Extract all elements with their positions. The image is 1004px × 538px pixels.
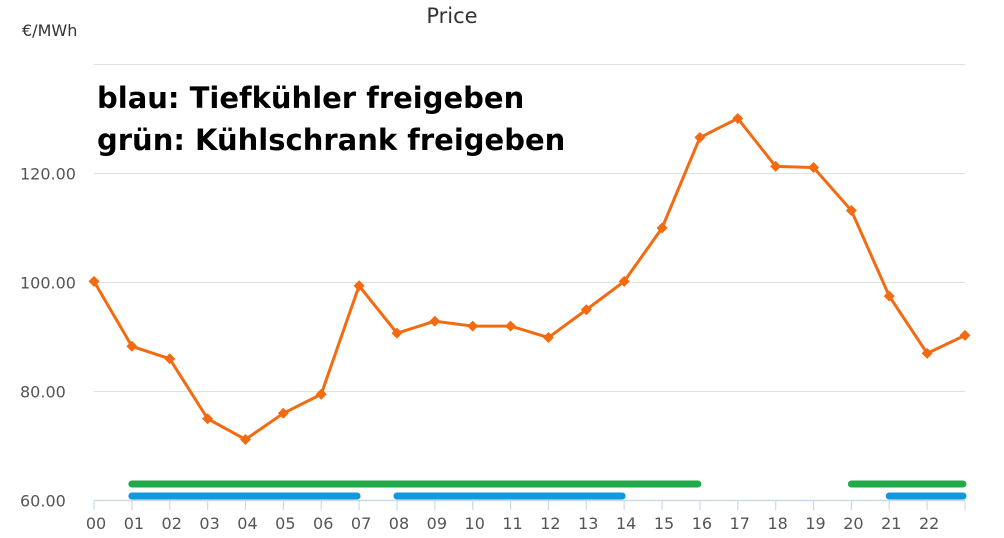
data-point[interactable] [239, 433, 251, 445]
data-point[interactable] [694, 132, 706, 144]
data-point[interactable] [808, 162, 820, 174]
data-point[interactable] [467, 320, 479, 332]
unit-label: €/MWh [22, 21, 77, 40]
data-point[interactable] [542, 332, 554, 344]
data-point[interactable] [505, 320, 517, 332]
data-point[interactable] [88, 275, 100, 287]
data-point[interactable] [353, 280, 365, 292]
data-point[interactable] [277, 407, 289, 419]
x-tick-label: 10 [465, 514, 485, 533]
x-tick-label: 05 [275, 514, 295, 533]
data-point[interactable] [429, 315, 441, 327]
x-tick-label: 22 [919, 514, 939, 533]
data-point[interactable] [959, 329, 971, 341]
data-point[interactable] [164, 353, 176, 365]
y-axis-ticks: 60.00 80.00 100.00 120.00 [20, 165, 76, 511]
y-tick-label: 80.00 [20, 383, 66, 402]
data-point[interactable] [845, 205, 857, 217]
data-point[interactable] [202, 413, 214, 425]
x-tick-label: 13 [578, 514, 598, 533]
data-point[interactable] [770, 160, 782, 172]
x-tick-label: 07 [351, 514, 371, 533]
series-line [92, 116, 966, 441]
data-point[interactable] [921, 347, 933, 359]
x-tick-label: 11 [502, 514, 522, 533]
y-tick-label: 100.00 [20, 274, 76, 293]
x-tick-label: 16 [692, 514, 712, 533]
data-point[interactable] [391, 327, 403, 339]
chart-title: Price [426, 4, 477, 28]
data-point[interactable] [656, 222, 668, 234]
x-tick-label: 06 [313, 514, 333, 533]
x-tick-label: 02 [162, 514, 182, 533]
annotation-blue: blau: Tiefkühler freigeben [97, 81, 524, 115]
data-point[interactable] [315, 388, 327, 400]
x-tick-label: 09 [427, 514, 447, 533]
x-tick-label: 18 [767, 514, 787, 533]
x-tick-label: 00 [86, 514, 106, 533]
annotation-green: grün: Kühlschrank freigeben [97, 123, 565, 157]
data-point[interactable] [126, 340, 138, 352]
y-tick-label: 120.00 [20, 165, 76, 184]
x-tick-label: 17 [730, 514, 750, 533]
x-tick-label: 03 [199, 514, 219, 533]
x-tick-label: 21 [881, 514, 901, 533]
x-tick-label: 01 [124, 514, 144, 533]
series-layer [88, 112, 971, 445]
y-tick-label: 60.00 [20, 492, 66, 511]
data-point[interactable] [580, 304, 592, 316]
x-tick-label: 20 [843, 514, 863, 533]
x-tick-label: 12 [540, 514, 560, 533]
data-point[interactable] [732, 112, 744, 124]
range-bars [128, 480, 967, 500]
x-tick-label: 19 [805, 514, 825, 533]
x-tick-label: 08 [389, 514, 409, 533]
x-axis-ticks: 00 01 02 03 04 05 06 07 08 09 10 11 12 13 14 15 16 17 18 19… [86, 501, 966, 533]
data-point[interactable] [618, 275, 630, 287]
x-tick-label: 04 [237, 514, 257, 533]
data-point[interactable] [883, 290, 895, 302]
x-tick-label: 15 [654, 514, 674, 533]
x-tick-label: 14 [616, 514, 636, 533]
